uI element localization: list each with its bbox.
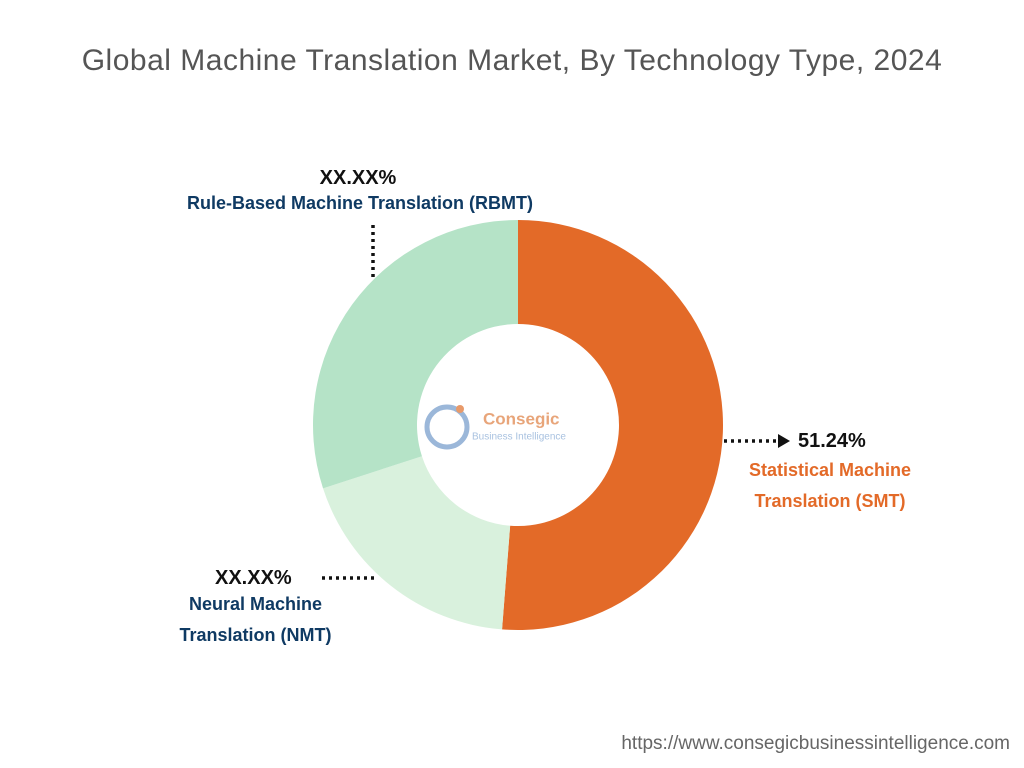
- category-label: Statistical Machine Translation (SMT): [748, 460, 912, 511]
- logo-icon: [424, 404, 470, 450]
- donut-slice: [502, 220, 724, 630]
- logo-dot: [456, 405, 464, 413]
- arrowhead: [778, 434, 790, 448]
- donut-slice: [323, 456, 511, 630]
- donut: [313, 220, 724, 630]
- watermark: Consegic Business Intelligence: [424, 404, 566, 450]
- category-label: Rule-Based Machine Translation (RBMT): [186, 193, 534, 213]
- logo-tagline: Business Intelligence: [472, 432, 566, 443]
- source: https://www.consegicbusinessintelligence…: [621, 733, 1010, 754]
- leaders: [322, 225, 778, 580]
- value-label: XX.XX%: [319, 167, 397, 189]
- chart-title: Global Machine Translation Market, By Te…: [82, 44, 943, 77]
- value-label: XX.XX%: [215, 567, 292, 589]
- category-label: Neural Machine Translation (NMT): [179, 594, 332, 645]
- logo-name: Consegic: [483, 409, 560, 428]
- value-label: 51.24%: [798, 430, 866, 452]
- donut-slice: [313, 220, 518, 489]
